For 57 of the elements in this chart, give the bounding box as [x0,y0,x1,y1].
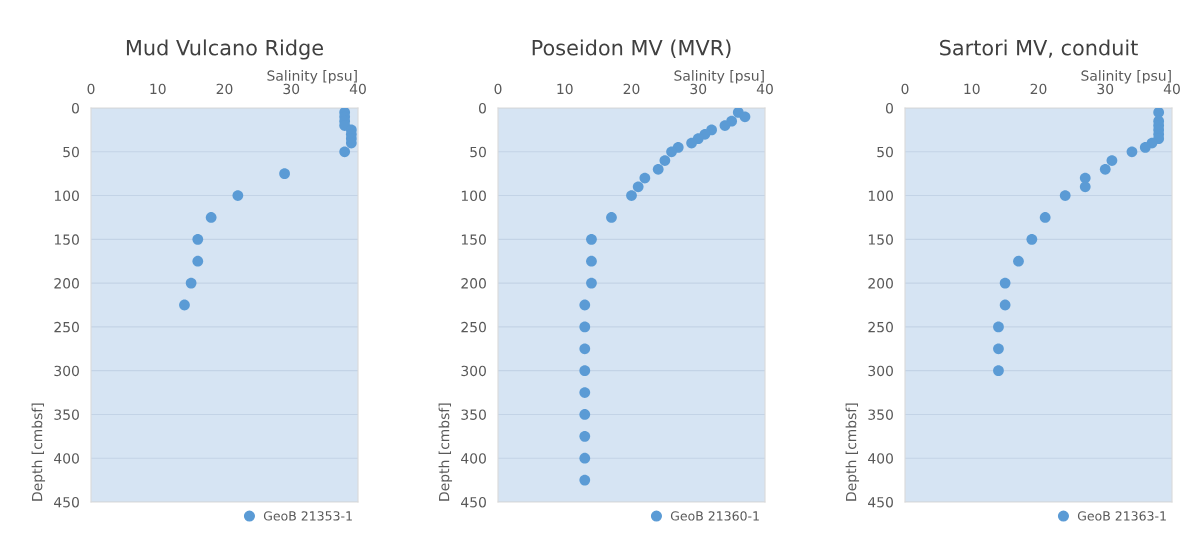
x-tick-label: 40 [756,83,773,95]
x-tick-label: 30 [1097,83,1114,95]
y-tick-label: 150 [461,234,486,245]
y-tick-label: 350 [54,409,79,420]
y-tick-label: 150 [868,234,893,245]
y-tick-label: 450 [868,496,893,508]
chart-title: Sartori MV, conduit [940,39,1138,58]
y-tick-label: 300 [868,365,893,377]
y-tick-label: 400 [868,453,893,464]
x-tick-label: 30 [283,83,300,95]
x-tick-label: 0 [494,83,502,95]
y-tick-label: 100 [54,190,79,202]
legend-label: GeoB 21360-1 [670,511,759,521]
y-tick-label: 100 [868,190,893,202]
x-axis-title: Salinity [psu] [267,70,357,84]
x-axis-title: Salinity [psu] [674,70,764,84]
x-tick-label: 10 [964,83,980,95]
x-tick-label: 0 [901,83,909,95]
x-tick-label: 20 [216,83,233,95]
y-tick-label: 0 [71,102,79,114]
y-tick-label: 200 [54,278,79,289]
x-tick-label: 40 [349,83,366,95]
chart-title: Mud Vulcano Ridge [126,39,323,60]
y-tick-label: 0 [478,102,486,114]
x-tick-label: 20 [1030,83,1047,95]
y-tick-label: 150 [54,234,79,245]
x-tick-label: 0 [87,83,95,95]
y-tick-label: 300 [54,365,79,377]
y-axis-title: Depth [cmbsf] [31,403,46,501]
y-tick-label: 250 [461,321,486,333]
y-tick-label: 100 [461,190,486,202]
y-tick-label: 200 [868,278,893,289]
y-tick-label: 250 [868,321,893,333]
y-tick-label: 50 [470,146,486,158]
y-tick-label: 300 [461,365,486,377]
chart-title: Poseidon MV (MVR) [532,39,731,58]
y-tick-label: 400 [461,453,486,464]
y-axis-title: Depth [cmbsf] [438,403,453,501]
y-tick-label: 400 [54,453,79,464]
y-tick-label: 450 [461,496,486,508]
y-tick-label: 350 [461,409,486,420]
y-tick-label: 50 [63,146,79,158]
x-tick-label: 20 [623,83,640,95]
y-tick-label: 0 [885,102,893,114]
x-tick-label: 10 [557,83,573,95]
y-tick-label: 200 [461,278,486,289]
y-tick-label: 350 [868,409,893,420]
y-tick-label: 450 [54,496,79,508]
legend-label: GeoB 21353-1 [263,511,352,521]
legend-label: GeoB 21363-1 [1077,511,1166,521]
x-axis-title: Salinity [psu] [1081,70,1171,84]
x-tick-label: 10 [150,83,166,95]
y-tick-label: 250 [54,321,79,333]
x-tick-label: 40 [1163,83,1180,95]
x-tick-label: 30 [690,83,707,95]
y-axis-title: Depth [cmbsf] [845,403,860,501]
y-tick-label: 50 [877,146,893,158]
